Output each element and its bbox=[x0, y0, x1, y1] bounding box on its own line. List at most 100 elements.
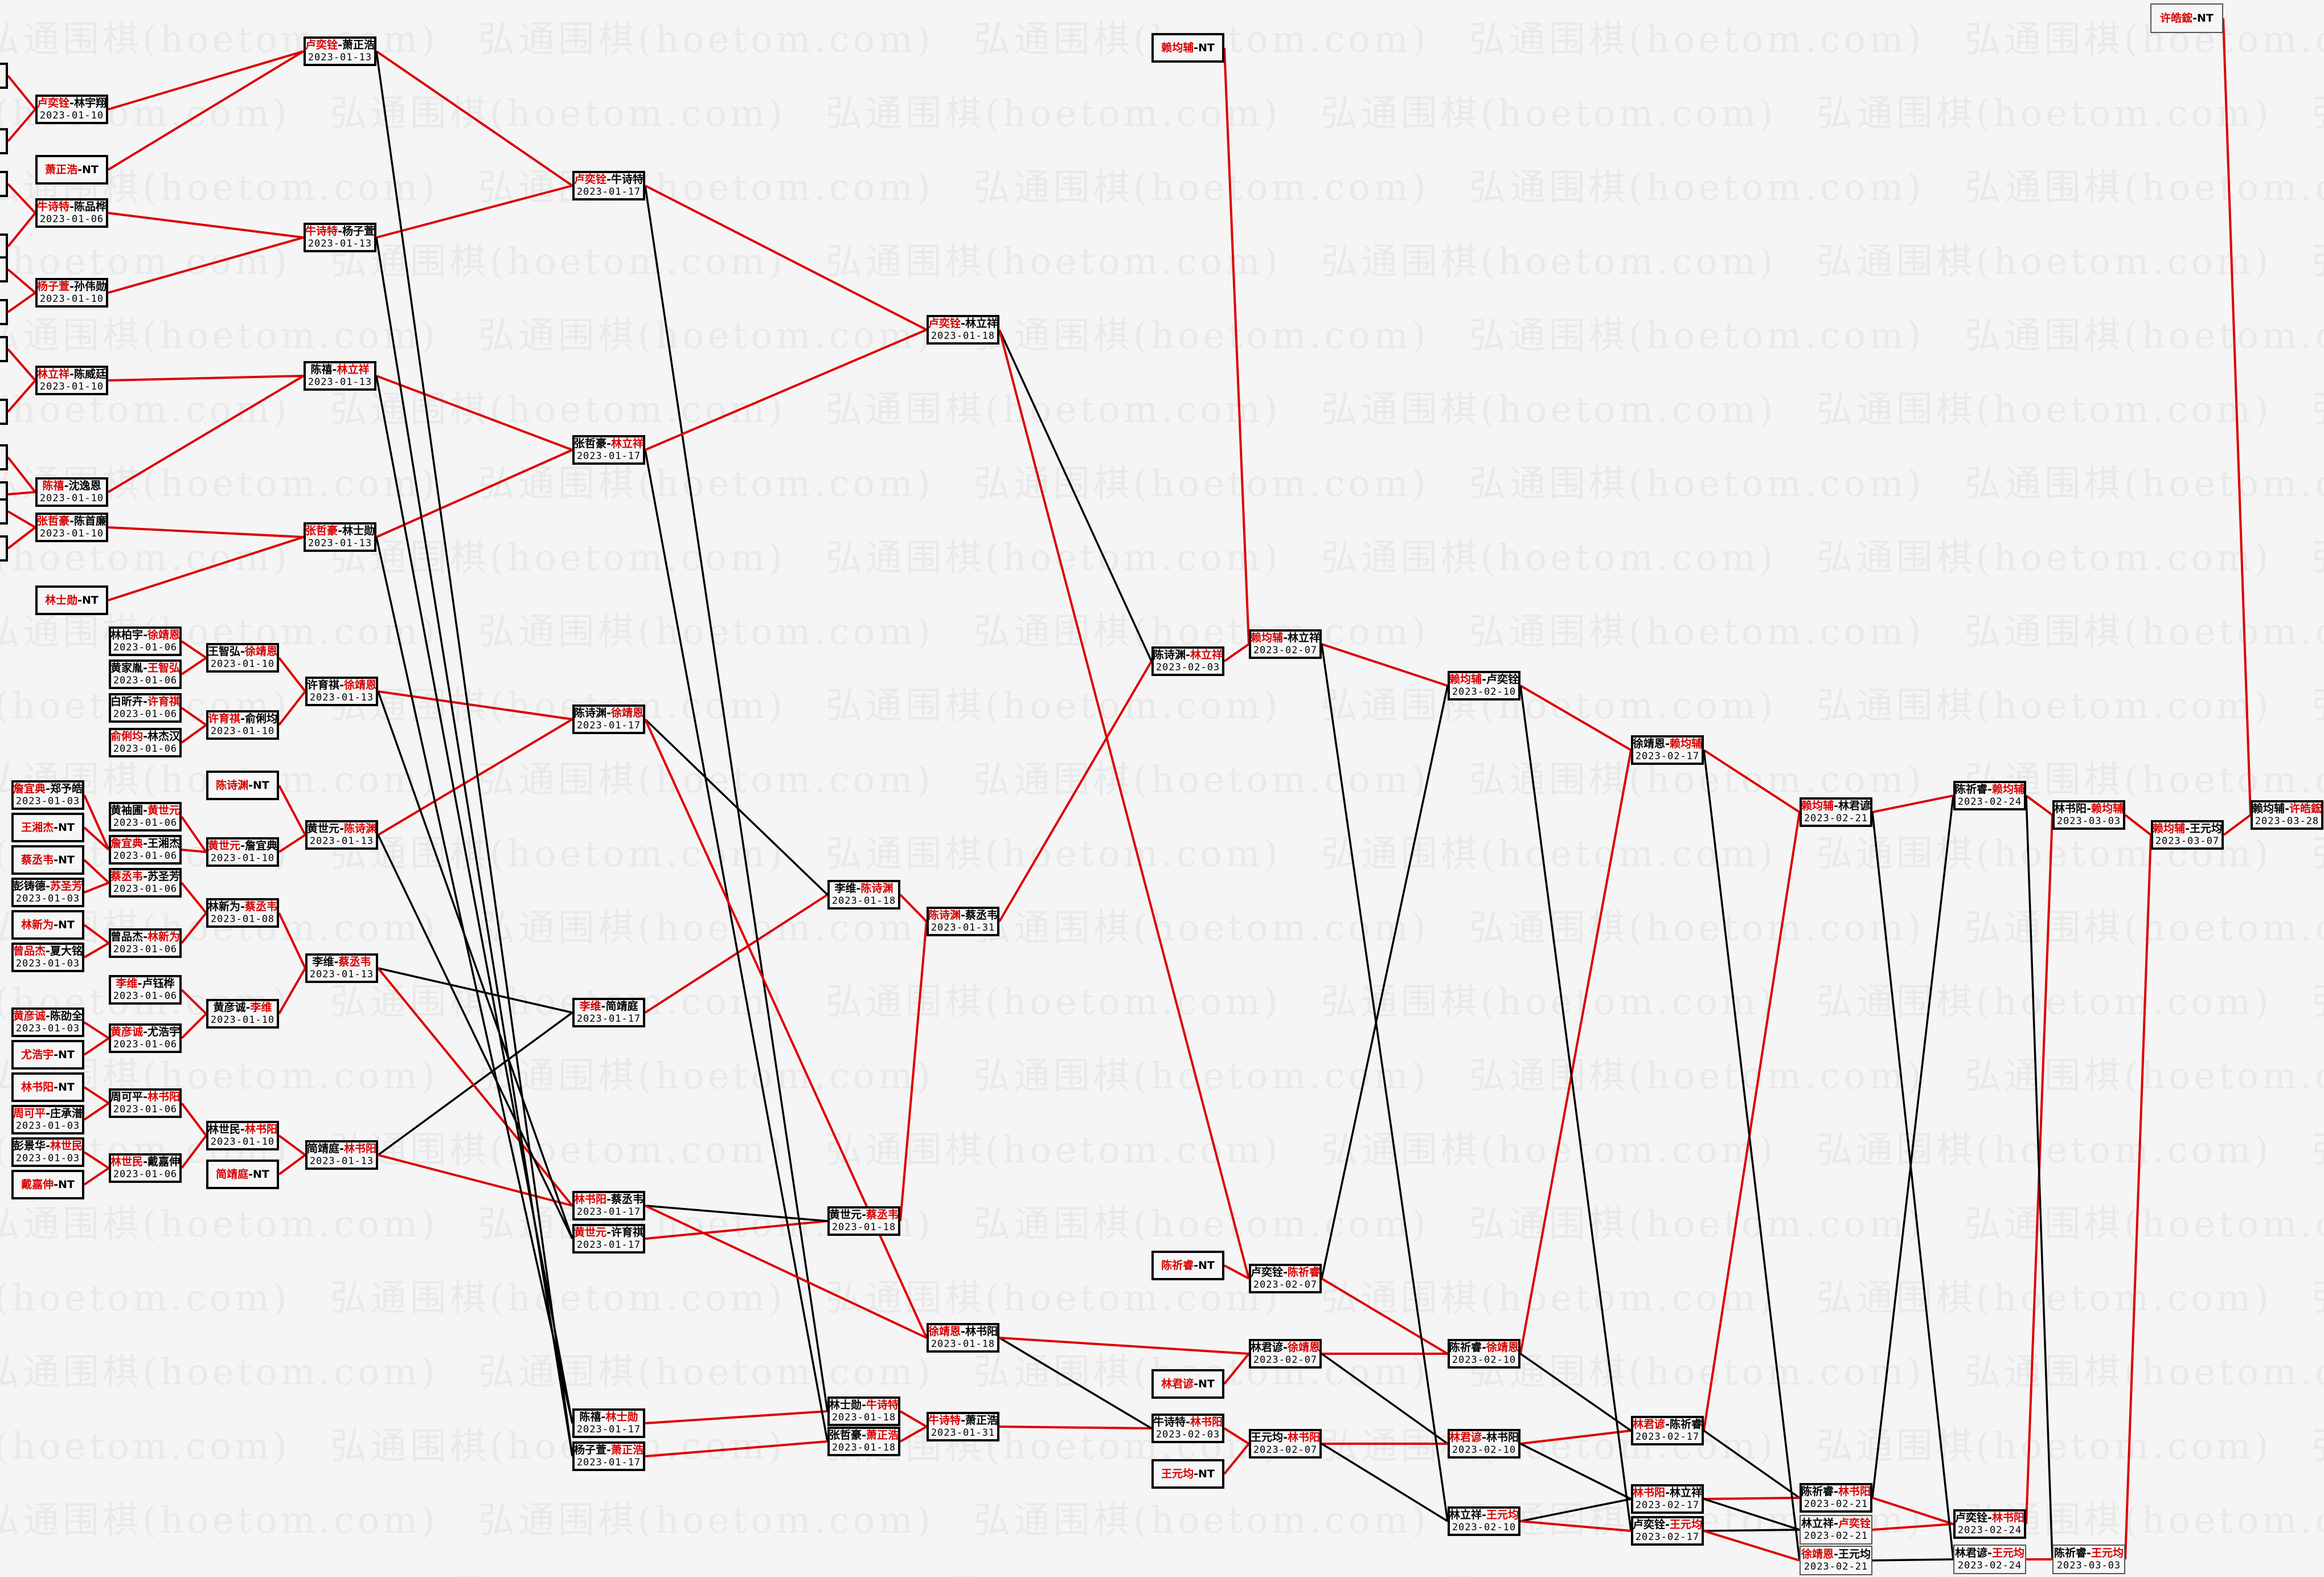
match-box[interactable]: 卢奕铨-萧正浩 2023-01-13 bbox=[304, 36, 376, 66]
match-box[interactable]: 卢奕铨-林书阳 2023-02-24 bbox=[1953, 1509, 2026, 1539]
bye-box[interactable]: 戴嘉伸-NT bbox=[11, 1170, 84, 1199]
match-box[interactable]: 陈祈睿-徐靖恩 2023-02-10 bbox=[1448, 1339, 1520, 1369]
match-box[interactable]: 陈禧-沈逸恩 2023-01-10 bbox=[35, 477, 108, 507]
match-box[interactable]: 李维-卢钰桦 2023-01-06 bbox=[109, 975, 182, 1005]
match-box[interactable]: 牛诗特-陈品桦 2023-01-06 bbox=[35, 198, 108, 228]
match-box[interactable]: 周可平-林书阳 2023-01-06 bbox=[109, 1088, 182, 1118]
match-box[interactable]: 彭铸德-苏圣芳 2023-01-03 bbox=[11, 878, 84, 907]
match-box[interactable]: 王智弘-徐靖恩 2023-01-10 bbox=[206, 643, 279, 673]
match-box[interactable]: 詹宜典-王湘杰 2023-01-06 bbox=[109, 835, 182, 865]
match-box[interactable]: 陈禧-林士勋 2023-01-17 bbox=[572, 1408, 645, 1438]
bye-box[interactable]: 王元均-NT bbox=[1151, 1459, 1224, 1489]
match-box[interactable]: 林柏宇-徐靖恩 2023-01-06 bbox=[109, 626, 182, 656]
match-box[interactable]: 林君谚-徐靖恩 2023-02-07 bbox=[1249, 1339, 1322, 1369]
match-box[interactable]: 李维-蔡丞韦 2023-01-13 bbox=[305, 953, 378, 983]
match-box[interactable]: 黄世元-蔡丞韦 2023-01-18 bbox=[827, 1206, 900, 1236]
match-box[interactable]: 赖均辅-王元均 2023-03-07 bbox=[2151, 820, 2224, 850]
match-box[interactable]: 黄世元-詹宜典 2023-01-10 bbox=[206, 837, 279, 867]
match-box[interactable]: 赖均辅-林立祥 2023-02-07 bbox=[1249, 629, 1322, 659]
match-box[interactable]: 陈祈睿-王元均 2023-03-03 bbox=[2052, 1545, 2125, 1574]
bye-box[interactable]: 林书阳-NT bbox=[11, 1072, 84, 1102]
match-box[interactable]: 曾品杰-林新为 2023-01-06 bbox=[109, 928, 182, 958]
match-box[interactable]: 徐靖恩-赖均辅 2023-02-17 bbox=[1631, 735, 1704, 765]
qualifier-match-box-cutoff[interactable] bbox=[0, 399, 8, 425]
match-box[interactable]: 彭景华-林世民 2023-01-03 bbox=[11, 1137, 84, 1167]
match-box[interactable]: 徐靖恩-王元均 2023-02-21 bbox=[1800, 1546, 1872, 1575]
qualifier-match-box-cutoff[interactable] bbox=[0, 171, 8, 197]
match-box[interactable]: 林书阳-蔡丞韦 2023-01-17 bbox=[572, 1191, 645, 1220]
match-box[interactable]: 陈祈睿-赖均辅 2023-02-24 bbox=[1953, 781, 2026, 810]
match-box[interactable]: 林君谚-王元均 2023-02-24 bbox=[1953, 1545, 2026, 1574]
bye-box[interactable]: 林君谚-NT bbox=[1151, 1369, 1224, 1399]
match-box[interactable]: 简靖庭-林书阳 2023-01-13 bbox=[305, 1140, 378, 1170]
qualifier-match-box-cutoff[interactable] bbox=[0, 444, 8, 470]
match-box[interactable]: 林立祥-王元均 2023-02-10 bbox=[1448, 1506, 1520, 1536]
match-box[interactable]: 徐靖恩-林书阳 2023-01-18 bbox=[927, 1323, 999, 1353]
bye-box[interactable]: 陈祈睿-NT bbox=[1151, 1251, 1224, 1280]
bye-box[interactable]: 许皓鋐-NT bbox=[2150, 3, 2223, 33]
match-box[interactable]: 卢奕铨-王元均 2023-02-17 bbox=[1631, 1516, 1704, 1546]
match-box[interactable]: 李维-简靖庭 2023-01-17 bbox=[572, 998, 645, 1027]
match-box[interactable]: 陈祈睿-林书阳 2023-02-21 bbox=[1800, 1483, 1872, 1513]
match-box[interactable]: 赖均辅-许皓鋐 2023-03-28 bbox=[2251, 800, 2323, 830]
match-box[interactable]: 牛诗特-萧正浩 2023-01-31 bbox=[927, 1412, 999, 1441]
match-box[interactable]: 陈诗渊-蔡丞韦 2023-01-31 bbox=[927, 907, 999, 936]
match-box[interactable]: 林士勋-牛诗特 2023-01-18 bbox=[827, 1396, 900, 1426]
match-box[interactable]: 陈禧-林立祥 2023-01-13 bbox=[304, 361, 376, 391]
match-box[interactable]: 周可平-庄承潽 2023-01-03 bbox=[11, 1105, 84, 1134]
match-box[interactable]: 林君谚-林书阳 2023-02-10 bbox=[1448, 1429, 1520, 1459]
match-box[interactable]: 黄袖圃-黄世元 2023-01-06 bbox=[109, 802, 182, 831]
match-box[interactable]: 张哲豪-林士勋 2023-01-13 bbox=[304, 522, 376, 552]
bye-box[interactable]: 简靖庭-NT bbox=[206, 1160, 279, 1189]
match-box[interactable]: 陈诗渊-林立祥 2023-02-03 bbox=[1151, 646, 1224, 676]
bye-box[interactable]: 王湘杰-NT bbox=[11, 813, 84, 842]
match-box[interactable]: 牛诗特-杨子萱 2023-01-13 bbox=[304, 223, 376, 252]
match-box[interactable]: 林世民-戴嘉伸 2023-01-06 bbox=[109, 1153, 182, 1183]
match-box[interactable]: 卢奕铨-牛诗特 2023-01-17 bbox=[572, 171, 645, 200]
qualifier-match-box-cutoff[interactable] bbox=[0, 299, 8, 325]
match-box[interactable]: 杨子萱-萧正浩 2023-01-17 bbox=[572, 1441, 645, 1471]
match-box[interactable]: 黄彦诚-陈劭全 2023-01-03 bbox=[11, 1007, 84, 1037]
match-box[interactable]: 许育祺-徐靖恩 2023-01-13 bbox=[305, 677, 378, 706]
match-box[interactable]: 李维-陈诗渊 2023-01-18 bbox=[827, 880, 900, 910]
qualifier-match-box-cutoff[interactable] bbox=[0, 128, 8, 154]
qualifier-match-box-cutoff[interactable] bbox=[0, 256, 8, 282]
match-box[interactable]: 白昕卉-许育祺 2023-01-06 bbox=[109, 693, 182, 723]
match-box[interactable]: 黄世元-许育祺 2023-01-17 bbox=[572, 1224, 645, 1254]
match-box[interactable]: 俞俐均-林杰汉 2023-01-06 bbox=[109, 728, 182, 757]
match-box[interactable]: 赖均辅-林君谚 2023-02-21 bbox=[1800, 797, 1872, 827]
match-box[interactable]: 黄家胤-王智弘 2023-01-06 bbox=[109, 660, 182, 689]
match-box[interactable]: 陈诗渊-徐靖恩 2023-01-17 bbox=[572, 704, 645, 734]
match-box[interactable]: 蔡丞韦-苏圣芳 2023-01-06 bbox=[109, 868, 182, 898]
match-box[interactable]: 林书阳-赖均辅 2023-03-03 bbox=[2052, 800, 2125, 830]
match-box[interactable]: 林新为-蔡丞韦 2023-01-08 bbox=[206, 898, 279, 928]
match-box[interactable]: 许育祺-俞俐均 2023-01-10 bbox=[206, 710, 279, 740]
bye-box[interactable]: 林士勋-NT bbox=[35, 585, 108, 615]
match-box[interactable]: 张哲豪-陈首廉 2023-01-10 bbox=[35, 513, 108, 542]
qualifier-match-box-cutoff[interactable] bbox=[0, 498, 8, 525]
match-box[interactable]: 卢奕铨-林立祥 2023-01-18 bbox=[927, 315, 999, 345]
match-box[interactable]: 林立祥-陈威廷 2023-01-10 bbox=[35, 366, 108, 395]
match-box[interactable]: 卢奕铨-陈祈睿 2023-02-07 bbox=[1249, 1264, 1322, 1293]
match-box[interactable]: 詹宜典-郑予皓 2023-01-03 bbox=[11, 780, 84, 810]
qualifier-match-box-cutoff[interactable] bbox=[0, 336, 8, 362]
bye-box[interactable]: 尤浩宇-NT bbox=[11, 1040, 84, 1070]
match-box[interactable]: 王元均-林书阳 2023-02-07 bbox=[1249, 1429, 1322, 1459]
match-box[interactable]: 林君谚-陈祈睿 2023-02-17 bbox=[1631, 1416, 1704, 1445]
match-box[interactable]: 赖均辅-卢奕铨 2023-02-10 bbox=[1448, 671, 1520, 701]
match-box[interactable]: 牛诗特-林书阳 2023-02-03 bbox=[1151, 1414, 1224, 1443]
match-box[interactable]: 卢奕铨-林宇翔 2023-01-10 bbox=[35, 95, 108, 124]
bye-box[interactable]: 陈诗渊-NT bbox=[206, 771, 279, 800]
match-box[interactable]: 张哲豪-萧正浩 2023-01-18 bbox=[827, 1427, 900, 1456]
match-box[interactable]: 林书阳-林立祥 2023-02-17 bbox=[1631, 1484, 1704, 1514]
bye-box[interactable]: 赖均辅-NT bbox=[1151, 33, 1224, 63]
match-box[interactable]: 黄世元-陈诗渊 2023-01-13 bbox=[305, 820, 378, 850]
match-box[interactable]: 林立祥-卢奕铨 2023-02-21 bbox=[1800, 1515, 1872, 1545]
match-box[interactable]: 曾品杰-夏大铭 2023-01-03 bbox=[11, 943, 84, 972]
match-box[interactable]: 杨子萱-孙伟勋 2023-01-10 bbox=[35, 278, 108, 308]
match-box[interactable]: 张哲豪-林立祥 2023-01-17 bbox=[572, 435, 645, 465]
bye-box[interactable]: 萧正浩-NT bbox=[35, 155, 108, 185]
bye-box[interactable]: 蔡丞韦-NT bbox=[11, 845, 84, 875]
match-box[interactable]: 林世民-林书阳 2023-01-10 bbox=[206, 1121, 279, 1150]
qualifier-match-box-cutoff[interactable] bbox=[0, 535, 8, 562]
